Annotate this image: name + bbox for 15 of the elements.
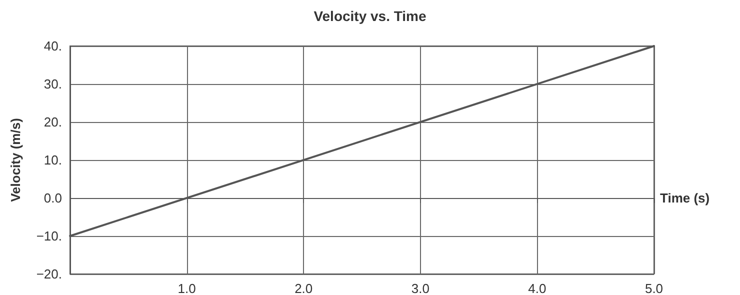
y-tick-label: −20.: [36, 266, 62, 282]
y-tick-label: 0.0: [44, 190, 62, 206]
y-tick-label: 20.: [44, 114, 62, 130]
y-tick-label: 40.: [44, 38, 62, 54]
x-tick-label: 5.0: [644, 281, 664, 295]
y-tick-label: 30.: [44, 76, 62, 92]
x-tick-label: 3.0: [411, 281, 430, 295]
y-axis-title: Velocity (m/s): [8, 118, 23, 202]
x-tick-label: 2.0: [294, 281, 313, 295]
x-tick-label: 4.0: [528, 281, 546, 295]
x-axis-title: Time (s): [660, 190, 710, 206]
x-tick-label: 1.0: [178, 281, 196, 295]
chart-title: Velocity vs. Time: [314, 8, 426, 24]
y-tick-label: −10.: [36, 228, 62, 244]
y-tick-label: 10.: [44, 152, 62, 168]
